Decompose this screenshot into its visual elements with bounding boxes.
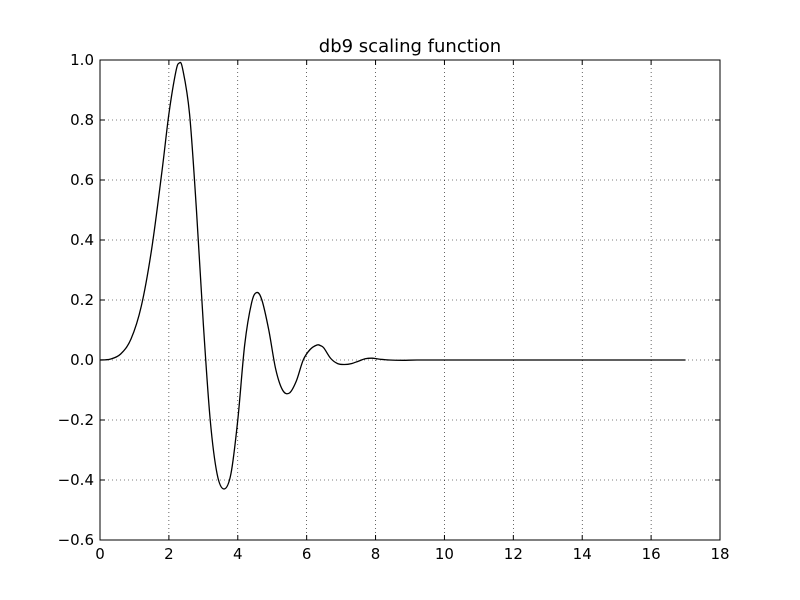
y-tick-label: 0.2: [70, 291, 94, 309]
y-tick-label: −0.6: [58, 531, 94, 549]
chart-title: db9 scaling function: [319, 36, 501, 57]
x-tick-label: 12: [504, 545, 523, 563]
series-layer: [99, 61, 686, 490]
x-tick-label: 2: [164, 545, 174, 563]
grid: [99, 59, 721, 541]
series-line: [99, 61, 686, 490]
y-tick-label: 0.0: [70, 351, 94, 369]
x-tick-label: 18: [710, 545, 729, 563]
y-tick-label: 0.6: [70, 171, 94, 189]
x-tick-label: 14: [573, 545, 592, 563]
y-tick-label: −0.4: [58, 471, 94, 489]
x-tick-label: 6: [302, 545, 312, 563]
y-tick-label: 0.4: [70, 231, 94, 249]
y-tick-label: 1.0: [70, 51, 94, 69]
x-tick-label: 0: [95, 545, 105, 563]
x-tick-label: 8: [371, 545, 381, 563]
x-tick-label: 10: [435, 545, 454, 563]
y-tick-label: 0.8: [70, 111, 94, 129]
x-tick-label: 4: [233, 545, 243, 563]
x-tick-label: 16: [642, 545, 661, 563]
y-tick-label: −0.2: [58, 411, 94, 429]
ticks: 0 2 4 6 8 10 12 14 16 18 −0.6 −0.4 −0.2 0.0 0.2 0.4 0.6 0…: [58, 51, 730, 563]
